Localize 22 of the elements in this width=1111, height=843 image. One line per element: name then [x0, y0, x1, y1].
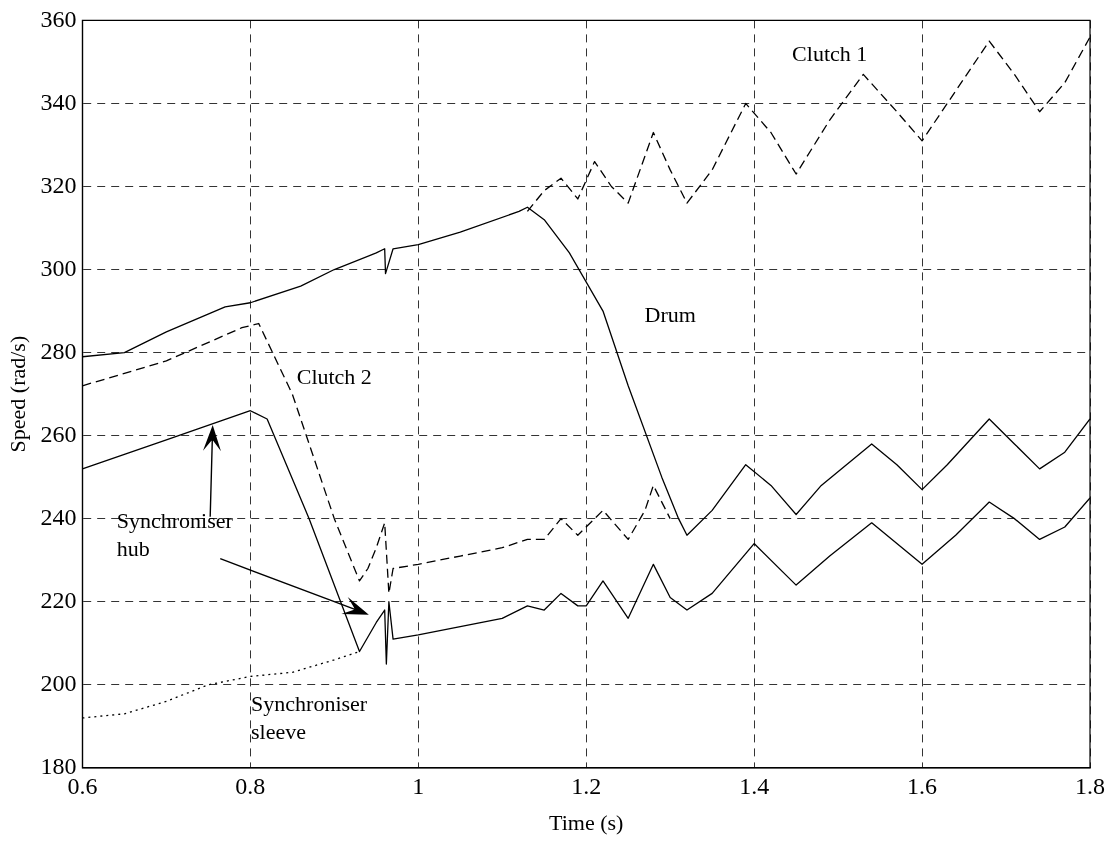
x-axis-title: Time (s) — [549, 809, 624, 835]
y-axis-title: Speed (rad/s) — [4, 335, 30, 453]
x-tick-label: 1.4 — [739, 773, 770, 800]
annotation: Drum — [644, 301, 696, 330]
x-tick-label: 1 — [412, 773, 425, 800]
annotation: Clutch 1 — [792, 39, 868, 68]
y-tick-label: 280 — [40, 337, 77, 364]
x-tick-label: 1.2 — [571, 773, 602, 800]
annotation: Synchroniser hub — [116, 508, 233, 562]
y-tick-label: 300 — [40, 254, 77, 281]
y-tick-label: 220 — [40, 587, 77, 614]
x-tick-label: 1.8 — [1075, 773, 1105, 800]
y-tick-label: 320 — [40, 171, 77, 198]
x-tick-label: 0.8 — [235, 773, 266, 800]
annotation: Synchroniser sleeve — [251, 690, 368, 744]
annotation: Clutch 2 — [296, 363, 372, 392]
x-tick-label: 1.6 — [907, 773, 938, 800]
y-tick-label: 360 — [40, 5, 77, 32]
y-tick-label: 200 — [40, 670, 77, 697]
y-tick-label: 340 — [40, 88, 77, 115]
y-tick-label: 240 — [40, 503, 77, 530]
y-tick-label: 260 — [40, 420, 77, 447]
